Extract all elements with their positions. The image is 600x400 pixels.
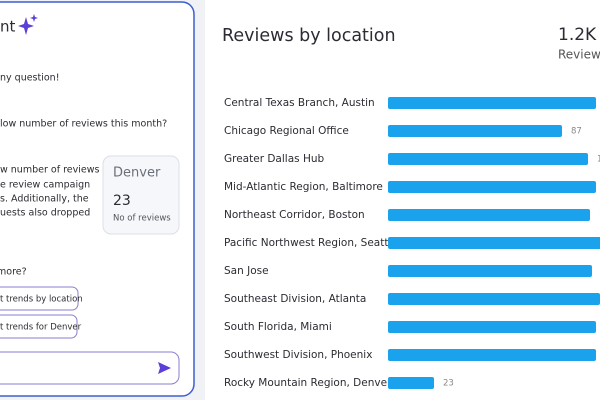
total-value: 1.2K <box>558 25 597 45</box>
bar <box>388 237 600 249</box>
bar <box>388 181 596 193</box>
value-label: 100 <box>597 155 600 165</box>
stat-card <box>102 155 180 235</box>
location-label: San Jose <box>224 265 269 277</box>
bar <box>388 209 590 221</box>
chat-input[interactable] <box>0 351 180 385</box>
location-label: Rocky Mountain Region, Denver <box>224 377 392 389</box>
location-label: Chicago Regional Office <box>224 125 349 137</box>
location-label: Pacific Northwest Region, Seattle <box>224 237 398 249</box>
location-label: Greater Dallas Hub <box>224 153 324 165</box>
card-value: 23 <box>113 193 131 209</box>
assistant-title: nt <box>0 18 16 36</box>
sparkle-icon <box>18 14 38 35</box>
location-label: Northeast Corridor, Boston <box>224 209 365 221</box>
send-button[interactable] <box>158 362 171 374</box>
suggestion-button[interactable] <box>0 314 78 339</box>
card-caption: No of reviews <box>113 214 171 224</box>
suggestion-text[interactable]: t trends by location <box>0 295 83 305</box>
suggestion-button[interactable] <box>0 286 79 311</box>
location-label: Southeast Division, Atlanta <box>224 293 366 305</box>
location-label: Mid-Atlantic Region, Baltimore <box>224 181 383 193</box>
message: low number of reviews this month? <box>0 119 167 130</box>
bar <box>388 97 596 109</box>
answer-line: uests also dropped <box>0 208 90 219</box>
bar <box>388 377 434 389</box>
answer-line: s. Additionally, the <box>0 194 89 205</box>
location-label: Central Texas Branch, Austin <box>224 97 375 109</box>
bar <box>388 153 588 165</box>
bar <box>388 125 562 137</box>
bar <box>388 349 596 361</box>
bar <box>388 265 592 277</box>
location-label: South Florida, Miami <box>224 321 332 333</box>
bar <box>388 293 600 305</box>
value-label: 87 <box>571 127 582 137</box>
message: ny question! <box>0 73 60 84</box>
answer-line: e review campaign <box>0 180 90 191</box>
answer-line: w number of reviews <box>0 165 99 176</box>
reviews-panel <box>205 0 600 400</box>
total-label: Review <box>558 48 600 62</box>
bar <box>388 321 596 333</box>
reviews-title: Reviews by location <box>222 26 396 46</box>
location-label: Southwest Division, Phoenix <box>224 349 372 361</box>
prompt: more? <box>0 267 27 278</box>
suggestion-text[interactable]: t trends for Denver <box>0 323 82 333</box>
card-label: Denver <box>113 166 161 181</box>
value-label: 23 <box>443 379 454 389</box>
